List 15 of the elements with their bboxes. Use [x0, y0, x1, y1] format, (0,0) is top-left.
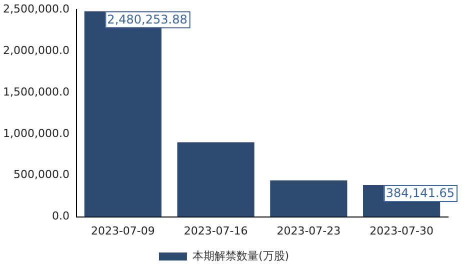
- y-tick-label: 2,000,000.0: [2, 44, 70, 57]
- bar: [270, 180, 348, 217]
- y-tick-label: 1,000,000.0: [2, 126, 70, 140]
- y-tick-label: 0.0: [52, 210, 70, 223]
- data-label: 384,141.65: [386, 186, 455, 200]
- y-tick-label: 500,000.0: [13, 168, 70, 182]
- bar: [177, 142, 254, 217]
- y-tick-label: 2,500,000.0: [2, 2, 70, 16]
- x-tick-label: 2023-07-09: [90, 224, 155, 238]
- x-tick-label: 2023-07-30: [370, 224, 434, 238]
- legend-label: 本期解禁数量(万股): [192, 249, 290, 262]
- x-tick-label: 2023-07-16: [184, 224, 248, 238]
- data-label: 2,480,253.88: [107, 12, 188, 26]
- y-tick-label: 1,500,000.0: [2, 85, 70, 98]
- x-tick-label: 2023-07-23: [276, 224, 341, 238]
